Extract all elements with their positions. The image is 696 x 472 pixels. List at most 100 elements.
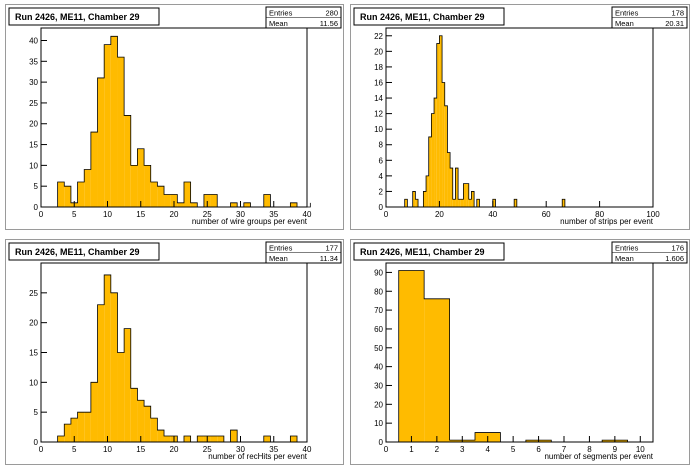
x-tick-label: 5 <box>511 445 516 454</box>
histogram-bar <box>90 132 98 207</box>
x-axis-label: number of strips per event <box>560 217 654 226</box>
histogram-bar <box>157 430 165 442</box>
y-tick-label: 6 <box>379 156 384 165</box>
x-tick-label: 60 <box>542 210 551 219</box>
y-tick-label: 16 <box>374 78 383 87</box>
histogram-bar <box>431 113 435 207</box>
x-tick-label: 100 <box>646 210 660 219</box>
stats-entries-value: 178 <box>671 9 684 18</box>
x-tick-label: 20 <box>435 210 444 219</box>
histogram-bar <box>404 199 408 207</box>
title-box <box>8 242 160 261</box>
pad-wire-groups: 0 5 10 15 20 25 30 35 40 0 5 10 15 20 25 30 35 40 number o… <box>5 4 344 230</box>
histogram-bar <box>436 43 440 207</box>
histogram-bar <box>104 44 111 208</box>
histogram-bar <box>460 199 464 207</box>
x-tick-label: 40 <box>303 210 312 219</box>
y-tick-label: 10 <box>374 125 383 134</box>
histogram-bar <box>77 412 85 442</box>
x-tick-label: 2 <box>435 445 440 454</box>
histogram-bar <box>70 418 78 442</box>
y-tick-label: 35 <box>29 57 38 66</box>
histogram-bar <box>197 436 204 442</box>
x-axis-label: number of wire groups per event <box>192 217 308 226</box>
chart-title: Run 2426, ME11, Chamber 29 <box>15 12 140 22</box>
y-tick-label: 40 <box>29 36 38 45</box>
histogram-bar <box>57 182 65 207</box>
y-tick-label: 50 <box>374 344 383 353</box>
chart-title: Run 2426, ME11, Chamber 29 <box>360 12 485 22</box>
x-tick-label: 9 <box>613 445 618 454</box>
histogram-bar <box>124 328 131 442</box>
y-tick-label: 0 <box>34 438 39 447</box>
y-tick-label: 0 <box>379 438 384 447</box>
y-tick-label: 70 <box>374 306 383 315</box>
x-tick-label: 8 <box>587 445 592 454</box>
histogram-bar <box>439 35 443 207</box>
x-tick-label: 1 <box>409 445 414 454</box>
title-box <box>8 7 160 26</box>
title-box <box>353 242 505 261</box>
y-tick-label: 12 <box>374 110 383 119</box>
plot-frame <box>385 262 654 443</box>
x-tick-label: 5 <box>72 445 77 454</box>
histogram-bar <box>110 292 118 442</box>
y-tick-label: 10 <box>29 161 38 170</box>
histogram-bar <box>210 436 218 442</box>
x-tick-label: 0 <box>39 445 44 454</box>
y-tick-label: 40 <box>374 363 383 372</box>
stats-mean-label: Mean <box>615 254 634 263</box>
x-tick-label: 6 <box>536 445 541 454</box>
stats-entries-value: 280 <box>325 9 338 18</box>
histogram-bar <box>468 199 472 207</box>
histogram-bar <box>447 152 451 207</box>
histogram-bar <box>157 186 165 207</box>
stats-mean-label: Mean <box>269 19 288 28</box>
histogram-bar <box>290 202 298 207</box>
histogram-bar <box>57 436 65 442</box>
histogram-bar <box>84 169 91 207</box>
title-box <box>353 7 505 26</box>
y-tick-label: 30 <box>29 78 38 87</box>
histogram-bar <box>458 199 461 207</box>
histogram-bar <box>130 165 138 207</box>
stats-mean-value: 11.56 <box>320 19 338 28</box>
x-tick-label: 0 <box>384 210 389 219</box>
pad-strips: 0 20 40 60 80 100 0 2 4 6 8 10 12 14 16 18 20 22 number of… <box>350 4 690 230</box>
histogram-bar <box>110 36 118 208</box>
histogram-bar <box>450 168 453 207</box>
histogram-bar <box>117 57 125 208</box>
x-tick-label: 30 <box>236 210 245 219</box>
y-tick-label: 22 <box>374 32 383 41</box>
histogram-bar <box>137 148 145 207</box>
histogram-bar <box>471 191 475 207</box>
y-tick-label: 8 <box>379 141 384 150</box>
histogram-bar <box>97 304 105 442</box>
y-tick-label: 90 <box>374 268 383 277</box>
histogram-bar <box>434 98 437 207</box>
x-tick-label: 25 <box>203 445 212 454</box>
stats-entries-label: Entries <box>269 9 293 18</box>
histogram-bar <box>243 202 251 207</box>
x-tick-label: 80 <box>595 210 604 219</box>
histogram-bar <box>412 191 416 207</box>
histogram-bar <box>150 182 158 207</box>
stats-entries-value: 176 <box>671 244 684 253</box>
y-tick-label: 4 <box>379 172 384 181</box>
histogram-bar <box>144 165 151 207</box>
histogram-bar <box>466 183 469 207</box>
y-tick-label: 10 <box>374 419 383 428</box>
histogram-bar <box>290 436 298 442</box>
histogram-outline <box>57 35 311 208</box>
histogram-bar <box>164 194 171 207</box>
y-tick-label: 0 <box>34 203 39 212</box>
histogram-bar <box>452 199 456 207</box>
histogram-bar <box>428 136 432 207</box>
histogram-bar <box>130 388 138 442</box>
x-tick-label: 7 <box>562 445 567 454</box>
histogram-bar <box>263 194 271 207</box>
x-tick-label: 15 <box>136 210 145 219</box>
x-tick-label: 0 <box>39 210 44 219</box>
stats-entries-label: Entries <box>269 244 293 253</box>
